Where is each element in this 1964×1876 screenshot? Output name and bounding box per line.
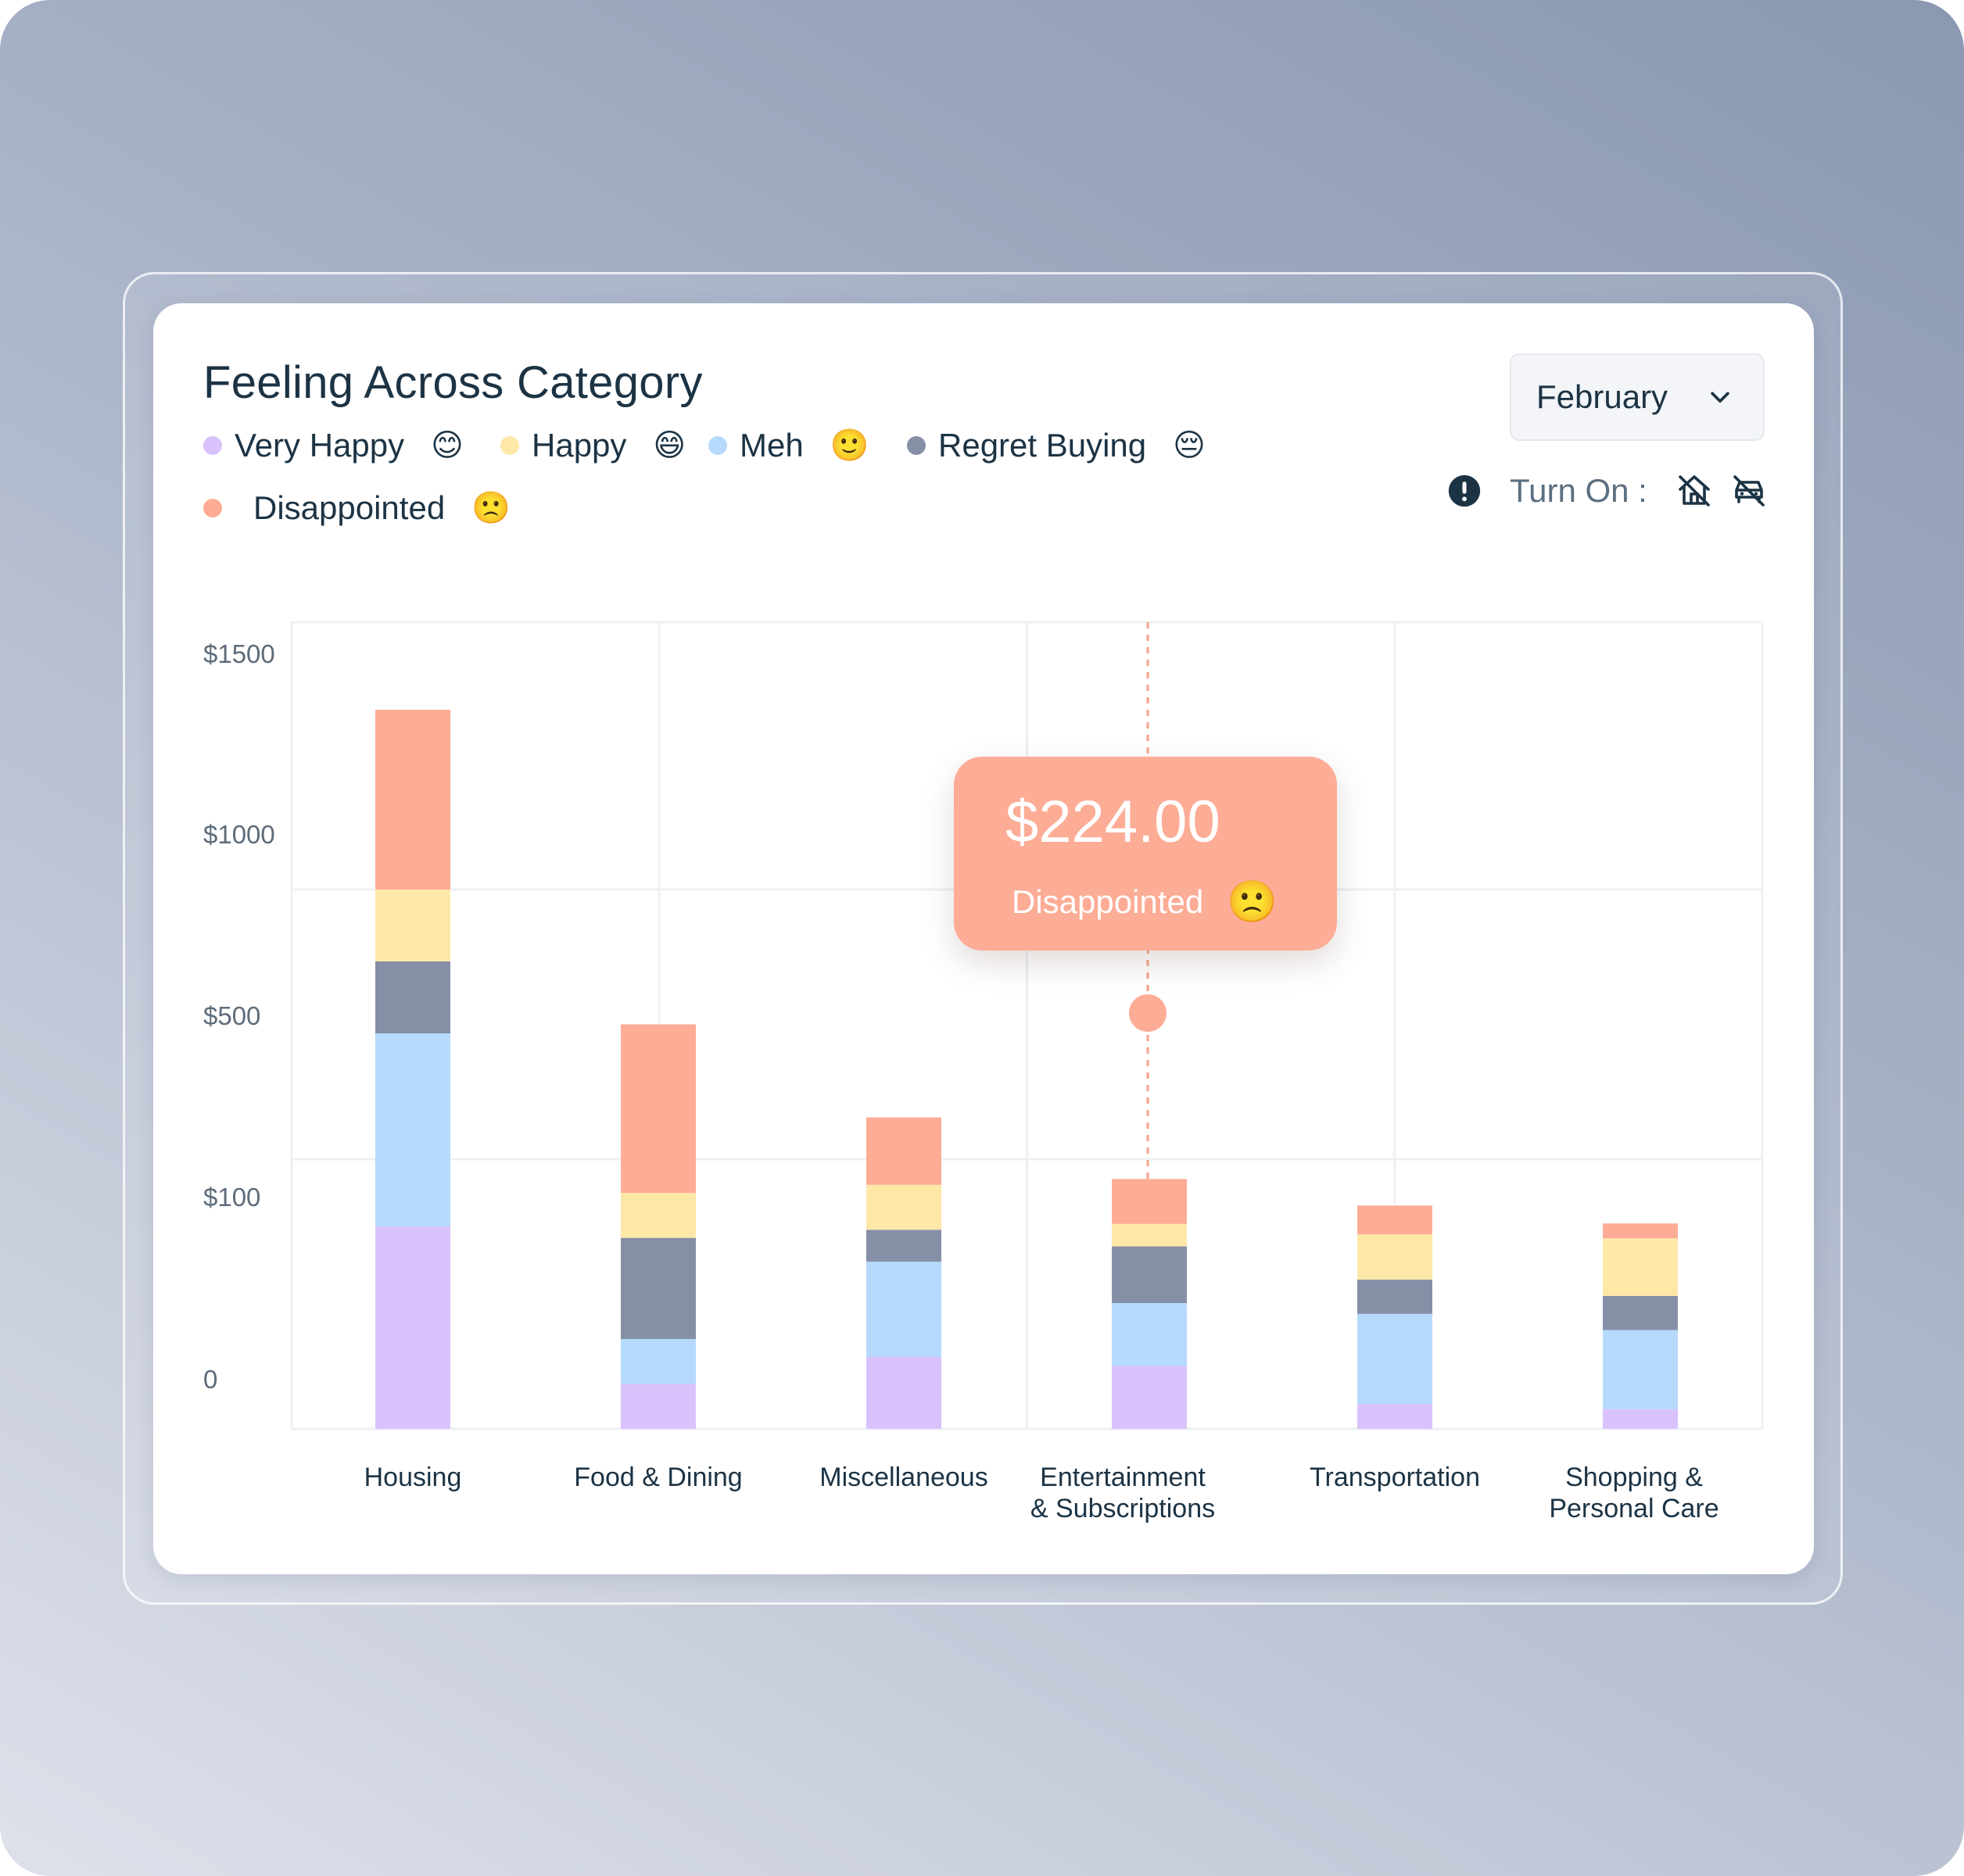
x-category-label: Transportation — [1310, 1462, 1480, 1492]
x-category-label: Personal Care — [1549, 1494, 1718, 1523]
legend-dot-very-happy — [203, 436, 222, 455]
tooltip-label-row: Disappointed 🙁 — [1012, 882, 1278, 922]
meh-emoji-icon: 🙂 — [830, 428, 869, 463]
bar-segment-meh — [866, 1262, 941, 1357]
x-category-label: & Subscriptions — [1030, 1494, 1215, 1523]
regret-buying-emoji-icon: 😔 — [1173, 428, 1206, 463]
y-axis: 0 $100 $500 $1000 $1500 — [203, 639, 275, 1394]
chevron-down-icon — [1711, 392, 1729, 403]
bars — [375, 710, 1678, 1429]
month-select[interactable]: February — [1510, 353, 1765, 441]
bar-segment-very-happy — [375, 1226, 450, 1429]
bar-segment-regret-buying — [1357, 1280, 1432, 1314]
chart-title: Feeling Across Category — [203, 357, 703, 408]
y-tick-label: $1000 — [203, 820, 275, 849]
bar-segment-happy — [1603, 1238, 1678, 1296]
value-tooltip: $224.00 Disappointed 🙁 — [954, 757, 1337, 951]
legend-item-very-happy: Very Happy 😊 — [203, 422, 464, 469]
bar-segment-meh — [1357, 1313, 1432, 1404]
bar-segment-regret-buying — [621, 1237, 696, 1339]
bar-segment-disappointed — [1357, 1205, 1432, 1235]
legend-label: Regret Buying — [938, 427, 1147, 464]
bar-segment-happy — [866, 1184, 941, 1230]
house-toggle-button[interactable] — [1675, 472, 1713, 510]
stacked-bar-chart: 0 $100 $500 $1000 $1500 Housing Food & Dining… — [203, 621, 1764, 1523]
bar-segment-disappointed — [621, 1024, 696, 1194]
bar-segment-regret-buying — [1112, 1246, 1187, 1303]
legend-dot-disappointed — [203, 499, 222, 517]
chart-grid — [290, 621, 1764, 1430]
bar-segment-regret-buying — [1603, 1295, 1678, 1330]
legend-dot-meh — [708, 436, 727, 455]
bar-segment-happy — [1357, 1234, 1432, 1280]
disappointed-emoji-icon: 🙁 — [471, 491, 511, 525]
bar-segment-meh — [1603, 1330, 1678, 1409]
house-off-icon — [1679, 475, 1710, 507]
legend-item-meh: Meh 🙂 — [708, 422, 869, 469]
alert-circle-icon — [1448, 474, 1481, 507]
x-category-label: Food & Dining — [574, 1462, 742, 1492]
bar-segment-disappointed — [375, 710, 450, 890]
legend-label: Meh — [740, 427, 804, 464]
chart-card: Feeling Across Category Very Happy 😊 Hap… — [153, 303, 1814, 1574]
x-category-label: Miscellaneous — [819, 1462, 987, 1492]
x-category-label: Entertainment — [1040, 1462, 1206, 1492]
bar-segment-regret-buying — [866, 1230, 941, 1262]
bar-segment-meh — [375, 1033, 450, 1227]
car-off-icon — [1733, 475, 1765, 507]
bar-segment-regret-buying — [375, 961, 450, 1033]
bar-segment-disappointed — [1112, 1179, 1187, 1224]
bar-segment-disappointed — [866, 1117, 941, 1185]
bar-segment-meh — [1112, 1303, 1187, 1366]
bar-segment-happy — [1112, 1223, 1187, 1247]
x-category-label: Shopping & — [1565, 1462, 1703, 1492]
tooltip-label: Disappointed — [1012, 883, 1204, 920]
legend-item-happy: Happy 😄 — [500, 422, 686, 469]
bar-segment-very-happy — [1357, 1403, 1432, 1429]
highlight-point — [1129, 994, 1167, 1032]
bar-segment-very-happy — [621, 1384, 696, 1429]
car-toggle-button[interactable] — [1730, 472, 1768, 510]
legend-label: Very Happy — [235, 427, 405, 464]
legend-dot-regret-buying — [907, 436, 926, 455]
legend-label: Happy — [532, 427, 627, 464]
bar-segment-happy — [375, 890, 450, 961]
disappointed-emoji-icon: 🙁 — [1227, 879, 1278, 925]
y-tick-label: 0 — [203, 1365, 217, 1394]
month-select-value: February — [1536, 378, 1668, 415]
bar-segment-very-happy — [1112, 1366, 1187, 1429]
bar-segment-happy — [621, 1193, 696, 1238]
y-tick-label: $1500 — [203, 639, 275, 668]
bar-segment-disappointed — [1603, 1223, 1678, 1239]
x-axis: Housing Food & Dining Miscellaneous Enterta… — [364, 1462, 1719, 1523]
turn-on-controls: Turn On : — [1447, 466, 1783, 516]
x-category-label: Housing — [364, 1462, 462, 1492]
bar-segment-very-happy — [1603, 1409, 1678, 1429]
legend-dot-happy — [500, 436, 519, 455]
y-tick-label: $100 — [203, 1183, 260, 1212]
legend-label: Disappointed — [253, 489, 446, 526]
very-happy-emoji-icon: 😊 — [431, 428, 464, 463]
bar-segment-very-happy — [866, 1357, 941, 1429]
turn-on-label: Turn On : — [1510, 472, 1647, 509]
tooltip-value: $224.00 — [1005, 789, 1220, 855]
happy-emoji-icon: 😄 — [653, 428, 686, 463]
legend-item-regret-buying: Regret Buying 😔 — [907, 422, 1206, 469]
bar-segment-meh — [621, 1339, 696, 1384]
legend-item-disappointed: Disappointed 🙁 — [203, 485, 511, 532]
y-tick-label: $500 — [203, 1001, 260, 1030]
